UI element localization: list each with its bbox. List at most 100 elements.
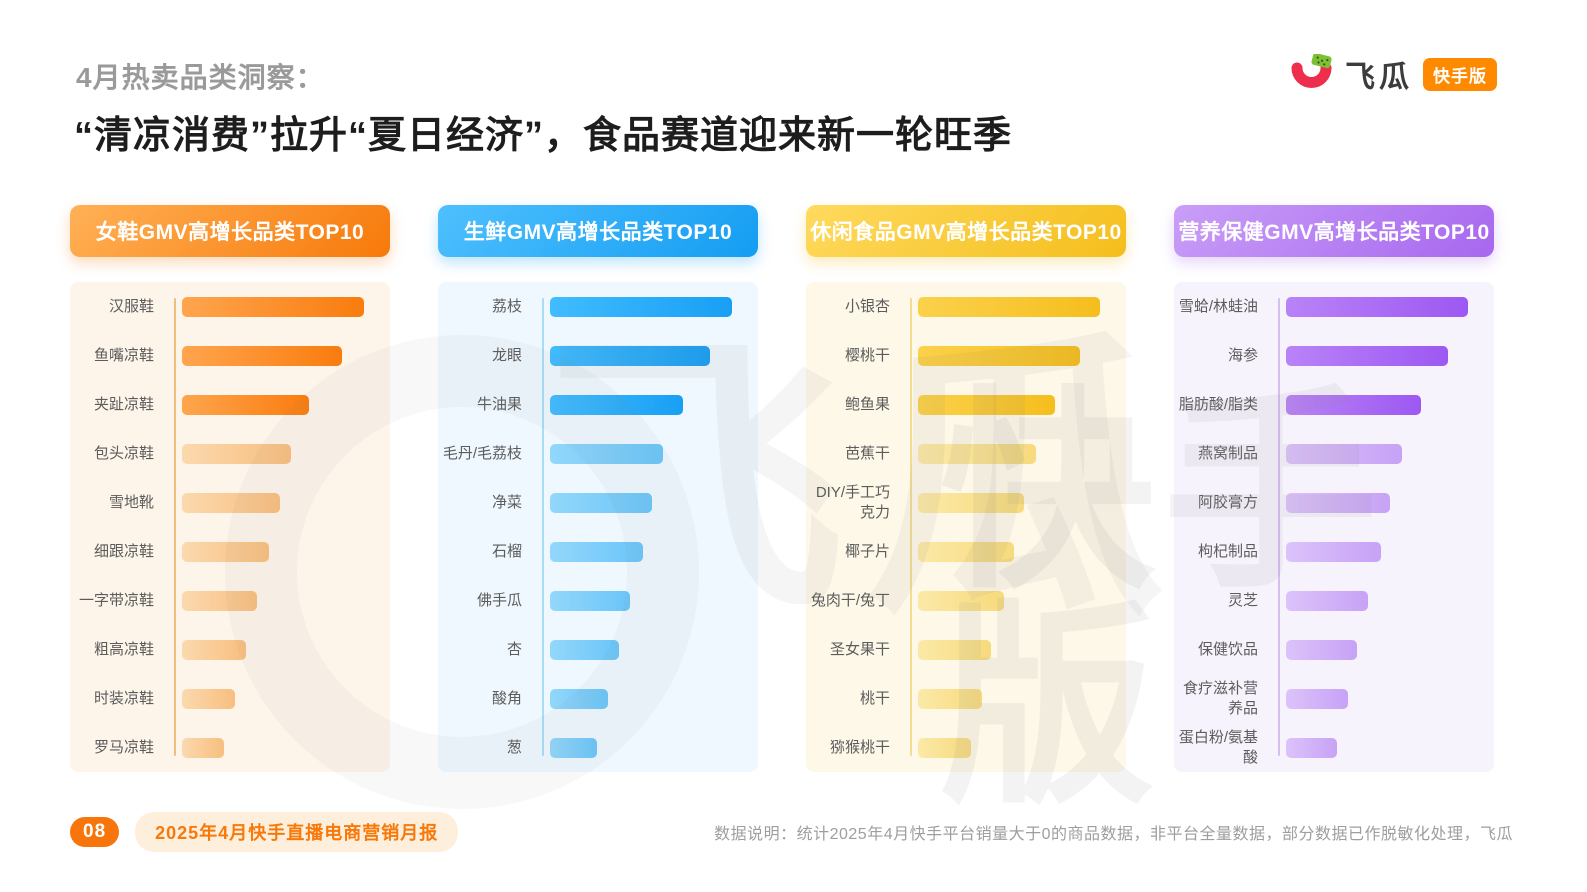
brand-name: 飞瓜 [1345,61,1413,94]
bar-track [902,443,1126,464]
category-label: 石榴 [491,542,522,560]
bar-row: 荔枝 [438,282,758,331]
gmv-bar [918,737,971,758]
bar-track [1270,492,1494,513]
brand-logo: 飞瓜 快手版 [1291,52,1497,96]
category-label: 保健饮品 [1197,640,1258,658]
bar-track [534,737,758,758]
category-label: 兔肉干/兔丁 [810,591,890,609]
category-label: 净菜 [491,493,522,511]
bar-row: 雪蛤/林蛙油 [1174,282,1494,331]
gmv-bar [918,345,1080,366]
axis-line [174,298,176,756]
bar-row: 海参 [1174,331,1494,380]
category-label: 葱 [506,738,522,756]
category-label: 圣女果干 [829,640,890,658]
category-label: 枸杞制品 [1197,542,1258,560]
bar-track [166,345,390,366]
bar-row: 净菜 [438,478,758,527]
bar-track [166,394,390,415]
gmv-bar [182,492,280,513]
bar-row: 枸杞制品 [1174,527,1494,576]
gmv-bar [182,541,269,562]
gmv-bar [918,590,1004,611]
gmv-bar [550,639,619,660]
category-label: 小银杏 [844,297,890,315]
gmv-bar [1286,345,1448,366]
category-label: 灵芝 [1227,591,1258,609]
bar-row: 酸角 [438,674,758,723]
bar-track [166,688,390,709]
bar-track [1270,443,1494,464]
bar-row: 小银杏 [806,282,1126,331]
bar-row: 葱 [438,723,758,772]
chart-panel: 汉服鞋 鱼嘴凉鞋 夹趾凉鞋 包头凉鞋 雪地靴 细跟凉鞋 一字带凉鞋 粗高凉鞋 时装凉鞋 罗马凉鞋 [70,282,390,772]
bar-row: 保健饮品 [1174,625,1494,674]
bar-track [1270,296,1494,317]
chart-column-yellow: 休闲食品GMV高增长品类TOP10 小银杏 樱桃干 鲍鱼果 芭蕉干 DIY/手工巧克力 椰子… [806,205,1126,772]
category-label: 一字带凉鞋 [78,591,154,609]
gmv-bar [550,394,683,415]
bar-row: 佛手瓜 [438,576,758,625]
category-label: 杏 [506,640,522,658]
category-label: 细跟凉鞋 [93,542,154,560]
bar-track [902,541,1126,562]
gmv-bar [182,737,224,758]
bar-row: 罗马凉鞋 [70,723,390,772]
category-label: 芭蕉干 [844,444,890,462]
bar-track [902,639,1126,660]
chart-column-purple: 营养保健GMV高增长品类TOP10 雪蛤/林蛙油 海参 脂肪酸/脂类 燕窝制品 阿胶膏方枸… [1174,205,1494,772]
category-label: 荔枝 [491,297,522,315]
gmv-bar [550,541,643,562]
page-title: “清凉消费”拉升“夏日经济”，食品赛道迎来新一轮旺季 [74,115,1013,157]
bar-row: 蛋白粉/氨基酸 [1174,723,1494,772]
category-label: 椰子片 [844,542,890,560]
gmv-bar [550,345,710,366]
axis-line [910,298,912,756]
bar-track [166,590,390,611]
gmv-bar [550,492,652,513]
bar-row: 石榴 [438,527,758,576]
chart-column-orange: 女鞋GMV高增长品类TOP10 汉服鞋 鱼嘴凉鞋 夹趾凉鞋 包头凉鞋 雪地靴 细跟凉鞋 一字带… [70,205,390,772]
bar-track [534,590,758,611]
bar-track [534,639,758,660]
category-label: 牛油果 [476,395,522,413]
category-label: 汉服鞋 [108,297,154,315]
category-label: 樱桃干 [844,346,890,364]
chart-column-blue: 生鲜GMV高增长品类TOP10 荔枝 龙眼 牛油果 毛丹/毛荔枝 净菜 石榴 佛手瓜杏酸角葱 [438,205,758,772]
gmv-bar [550,688,608,709]
gmv-bar [550,590,630,611]
axis-line [1278,298,1280,756]
gmv-bar [918,541,1014,562]
category-label: 佛手瓜 [476,591,522,609]
chart-panel: 荔枝 龙眼 牛油果 毛丹/毛荔枝 净菜 石榴 佛手瓜杏酸角葱 [438,282,758,772]
bar-row: 芭蕉干 [806,429,1126,478]
bar-row: 桃干 [806,674,1126,723]
gmv-bar [182,443,291,464]
bar-track [166,492,390,513]
page-kicker: 4月热卖品类洞察： [76,62,325,93]
gmv-bar [1286,737,1337,758]
gmv-bar [182,688,235,709]
category-label: 雪地靴 [108,493,154,511]
gmv-bar [1286,590,1368,611]
report-title-pill: 2025年4月快手直播电商营销月报 [135,812,459,852]
category-label: 脂肪酸/脂类 [1178,395,1258,413]
bar-row: 时装凉鞋 [70,674,390,723]
chart-title-badge: 生鲜GMV高增长品类TOP10 [438,205,758,257]
gmv-bar [182,394,309,415]
data-source-note: 数据说明：统计2025年4月快手平台销量大于0的商品数据，非平台全量数据，部分数… [714,826,1513,843]
gmv-bar [182,345,342,366]
gmv-bar [918,639,991,660]
category-label: 猕猴桃干 [829,738,890,756]
bar-row: 椰子片 [806,527,1126,576]
bar-row: 鲍鱼果 [806,380,1126,429]
bar-track [902,345,1126,366]
category-label: 阿胶膏方 [1197,493,1258,511]
bar-track [1270,737,1494,758]
bar-row: 粗高凉鞋 [70,625,390,674]
gmv-bar [1286,394,1421,415]
bar-row: 猕猴桃干 [806,723,1126,772]
chart-panel: 雪蛤/林蛙油 海参 脂肪酸/脂类 燕窝制品 阿胶膏方 枸杞制品 灵芝 保健饮品 食疗滋补营养品蛋… [1174,282,1494,772]
